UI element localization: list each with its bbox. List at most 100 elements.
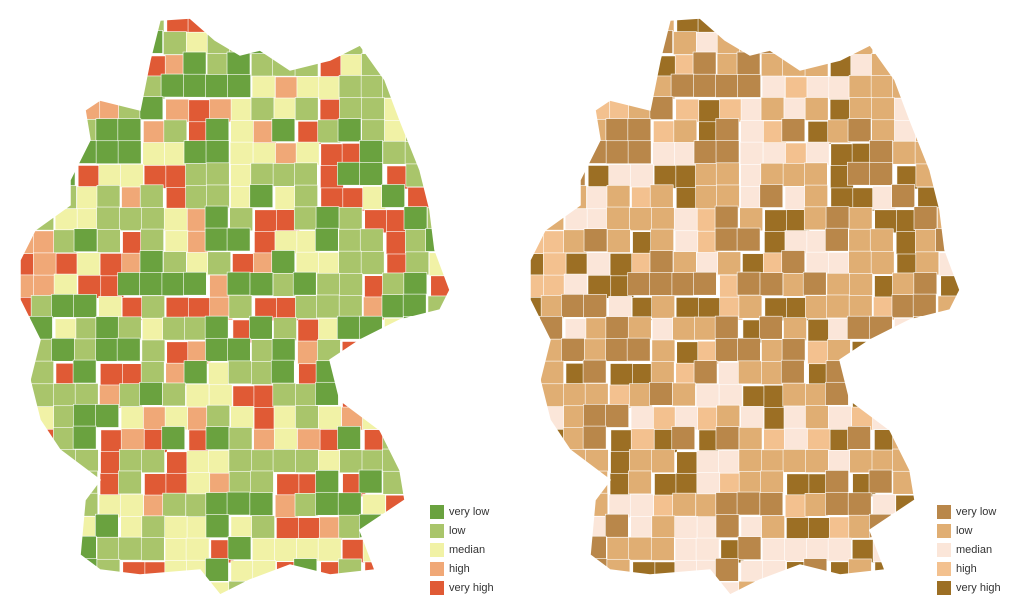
district (164, 538, 189, 562)
district (425, 162, 450, 187)
district (630, 516, 655, 540)
district (782, 52, 806, 77)
district (542, 18, 567, 34)
district (763, 428, 787, 453)
district (808, 33, 832, 57)
district (781, 118, 806, 142)
district (251, 339, 275, 363)
district (738, 427, 763, 451)
district (20, 558, 31, 582)
district (963, 78, 986, 101)
district (738, 471, 763, 495)
district (650, 361, 675, 385)
district (337, 426, 361, 450)
district (384, 406, 409, 430)
district (653, 120, 677, 145)
district (271, 118, 296, 142)
district (53, 141, 78, 166)
district (583, 535, 607, 560)
district (892, 74, 916, 99)
district (382, 426, 406, 451)
district (652, 142, 677, 166)
district (606, 206, 630, 231)
district (118, 470, 142, 495)
district (959, 339, 960, 364)
district (606, 185, 631, 209)
district (318, 252, 342, 276)
district (764, 209, 789, 234)
district (605, 140, 630, 165)
district (292, 271, 317, 296)
district (607, 229, 631, 253)
district (382, 31, 407, 55)
district (937, 119, 960, 144)
district (804, 162, 828, 187)
district (916, 406, 940, 430)
district (361, 119, 385, 144)
district (252, 537, 276, 562)
district (338, 360, 362, 385)
legend-swatch (430, 543, 444, 557)
district (76, 32, 101, 57)
district (295, 141, 320, 166)
district (672, 316, 696, 341)
district (32, 230, 57, 255)
district (95, 338, 119, 362)
district (649, 381, 673, 406)
district (848, 558, 872, 583)
district (539, 558, 564, 582)
district (427, 295, 450, 320)
district (718, 384, 743, 409)
district (230, 164, 254, 188)
district (848, 295, 873, 319)
district (118, 536, 143, 561)
district (530, 31, 544, 56)
district (650, 228, 674, 253)
district (562, 581, 587, 595)
district (363, 362, 388, 387)
district (54, 32, 79, 57)
district (530, 274, 545, 299)
district (628, 96, 652, 121)
district (651, 207, 675, 231)
district (785, 76, 809, 101)
district (784, 538, 808, 562)
district (825, 491, 849, 516)
district (530, 164, 545, 189)
district (405, 427, 430, 452)
district (338, 18, 363, 33)
district (566, 473, 590, 498)
district (583, 294, 607, 318)
district (448, 317, 450, 341)
district (539, 448, 563, 472)
district (405, 163, 430, 188)
district (937, 141, 960, 165)
district (870, 75, 895, 99)
district (272, 30, 296, 55)
district (717, 18, 742, 34)
district (651, 581, 676, 595)
district (117, 272, 142, 296)
district (315, 381, 339, 406)
district (337, 161, 361, 186)
district (298, 33, 322, 57)
district (96, 537, 121, 561)
district (248, 315, 273, 340)
district (252, 142, 277, 167)
district (20, 18, 33, 33)
district (848, 228, 873, 253)
district (912, 73, 937, 98)
district (453, 56, 476, 79)
district (406, 18, 430, 34)
district (78, 77, 102, 102)
district (293, 206, 318, 231)
district (425, 316, 449, 340)
legend-label: very high (449, 582, 494, 594)
district (273, 427, 298, 452)
district (74, 383, 99, 407)
district (294, 162, 318, 187)
district (675, 98, 700, 123)
district (541, 119, 566, 144)
district (583, 558, 608, 582)
district (51, 74, 76, 98)
